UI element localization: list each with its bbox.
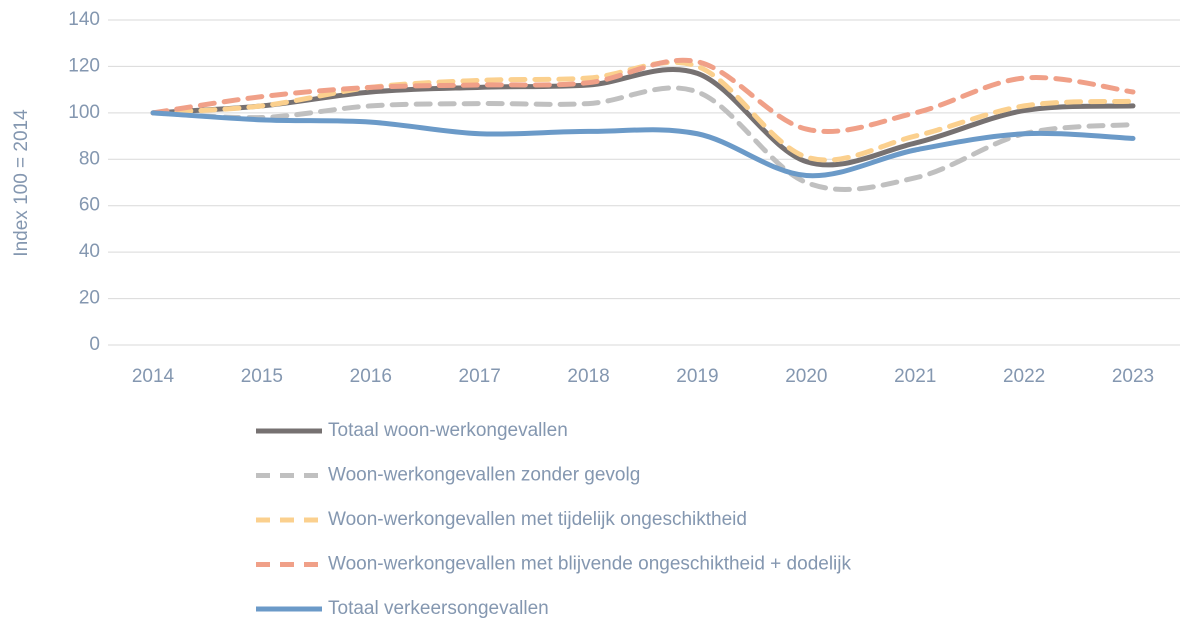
x-tick-label: 2016 bbox=[350, 366, 392, 387]
y-tick-label: 120 bbox=[68, 55, 100, 76]
y-tick-label: 40 bbox=[79, 241, 100, 262]
x-tick-label: 2021 bbox=[894, 366, 936, 387]
series-line bbox=[150, 110, 1136, 179]
y-tick-label: 100 bbox=[68, 102, 100, 123]
y-tick-label: 60 bbox=[79, 195, 100, 216]
x-tick-label: 2014 bbox=[132, 366, 175, 387]
legend-label: Totaal woon-werkongevallen bbox=[328, 420, 568, 441]
x-tick-label: 2022 bbox=[1003, 366, 1045, 387]
y-tick-label: 20 bbox=[79, 288, 100, 309]
y-tick-label: 140 bbox=[68, 9, 100, 30]
x-tick-label: 2018 bbox=[567, 366, 609, 387]
x-tick-label: 2017 bbox=[459, 366, 501, 387]
series-line bbox=[150, 57, 1136, 134]
x-tick-label: 2020 bbox=[785, 366, 827, 387]
y-tick-label: 0 bbox=[89, 334, 100, 355]
y-axis-label: Index 100 = 2014 bbox=[11, 109, 32, 257]
legend-label: Woon-werkongevallen met tijdelijk ongesc… bbox=[328, 509, 747, 530]
legend-label: Totaal verkeersongevallen bbox=[328, 598, 549, 619]
series-line bbox=[150, 85, 1136, 192]
y-tick-label: 80 bbox=[79, 148, 100, 169]
legend-label: Woon-werkongevallen zonder gevolg bbox=[328, 465, 640, 486]
legend-label: Woon-werkongevallen met blijvende ongesc… bbox=[328, 554, 851, 575]
x-tick-label: 2015 bbox=[241, 366, 283, 387]
series-line bbox=[150, 59, 1136, 163]
x-tick-label: 2023 bbox=[1112, 366, 1154, 387]
x-tick-label: 2019 bbox=[676, 366, 718, 387]
